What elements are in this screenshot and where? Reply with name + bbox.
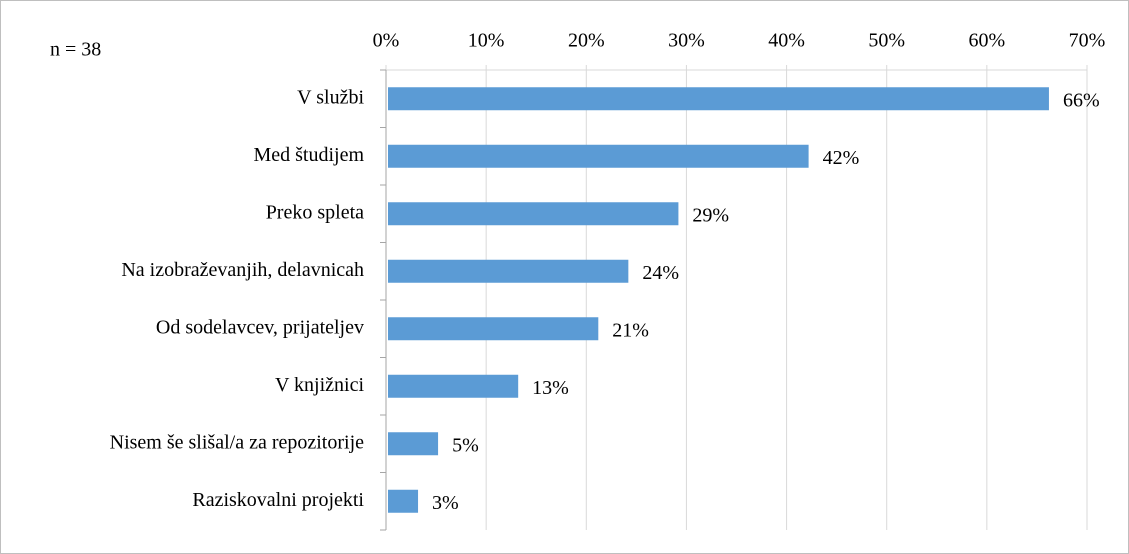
y-tick-label: Raziskovalni projekti	[192, 489, 364, 511]
value-label: 66%	[1063, 89, 1100, 111]
bar	[388, 374, 519, 398]
annotation: n = 38	[50, 39, 101, 61]
x-tick-label: 0%	[373, 30, 400, 52]
x-tick-label: 70%	[1069, 30, 1106, 52]
y-tick-label: Na izobraževanjih, delavnicah	[121, 259, 364, 281]
value-label: 3%	[432, 492, 459, 514]
bar	[388, 489, 419, 513]
y-tick-label: Nisem še slišal/a za repozitorije	[110, 431, 364, 453]
bar	[388, 432, 439, 456]
bar	[388, 87, 1049, 111]
bar	[388, 317, 599, 341]
value-label: 29%	[692, 204, 729, 226]
x-tick-label: 60%	[969, 30, 1006, 52]
bar	[388, 202, 679, 226]
bar	[388, 259, 629, 283]
x-tick-label: 40%	[768, 30, 805, 52]
x-tick-label: 20%	[568, 30, 605, 52]
value-label: 42%	[823, 147, 860, 169]
value-label: 5%	[452, 434, 479, 456]
value-label: 21%	[612, 319, 649, 341]
value-label: 24%	[642, 262, 679, 284]
x-tick-label: 30%	[668, 30, 705, 52]
value-label: 13%	[532, 377, 569, 399]
y-tick-label: Preko spleta	[266, 201, 364, 223]
x-tick-label: 50%	[868, 30, 905, 52]
bar	[388, 144, 809, 168]
y-tick-label: Od sodelavcev, prijateljev	[156, 316, 364, 338]
y-tick-label: Med študijem	[253, 144, 364, 166]
y-tick-label: V službi	[297, 86, 364, 108]
y-tick-label: V knjižnici	[275, 374, 365, 396]
x-tick-label: 10%	[468, 30, 505, 52]
